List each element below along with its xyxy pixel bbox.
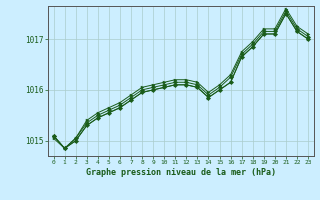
X-axis label: Graphe pression niveau de la mer (hPa): Graphe pression niveau de la mer (hPa): [86, 168, 276, 177]
